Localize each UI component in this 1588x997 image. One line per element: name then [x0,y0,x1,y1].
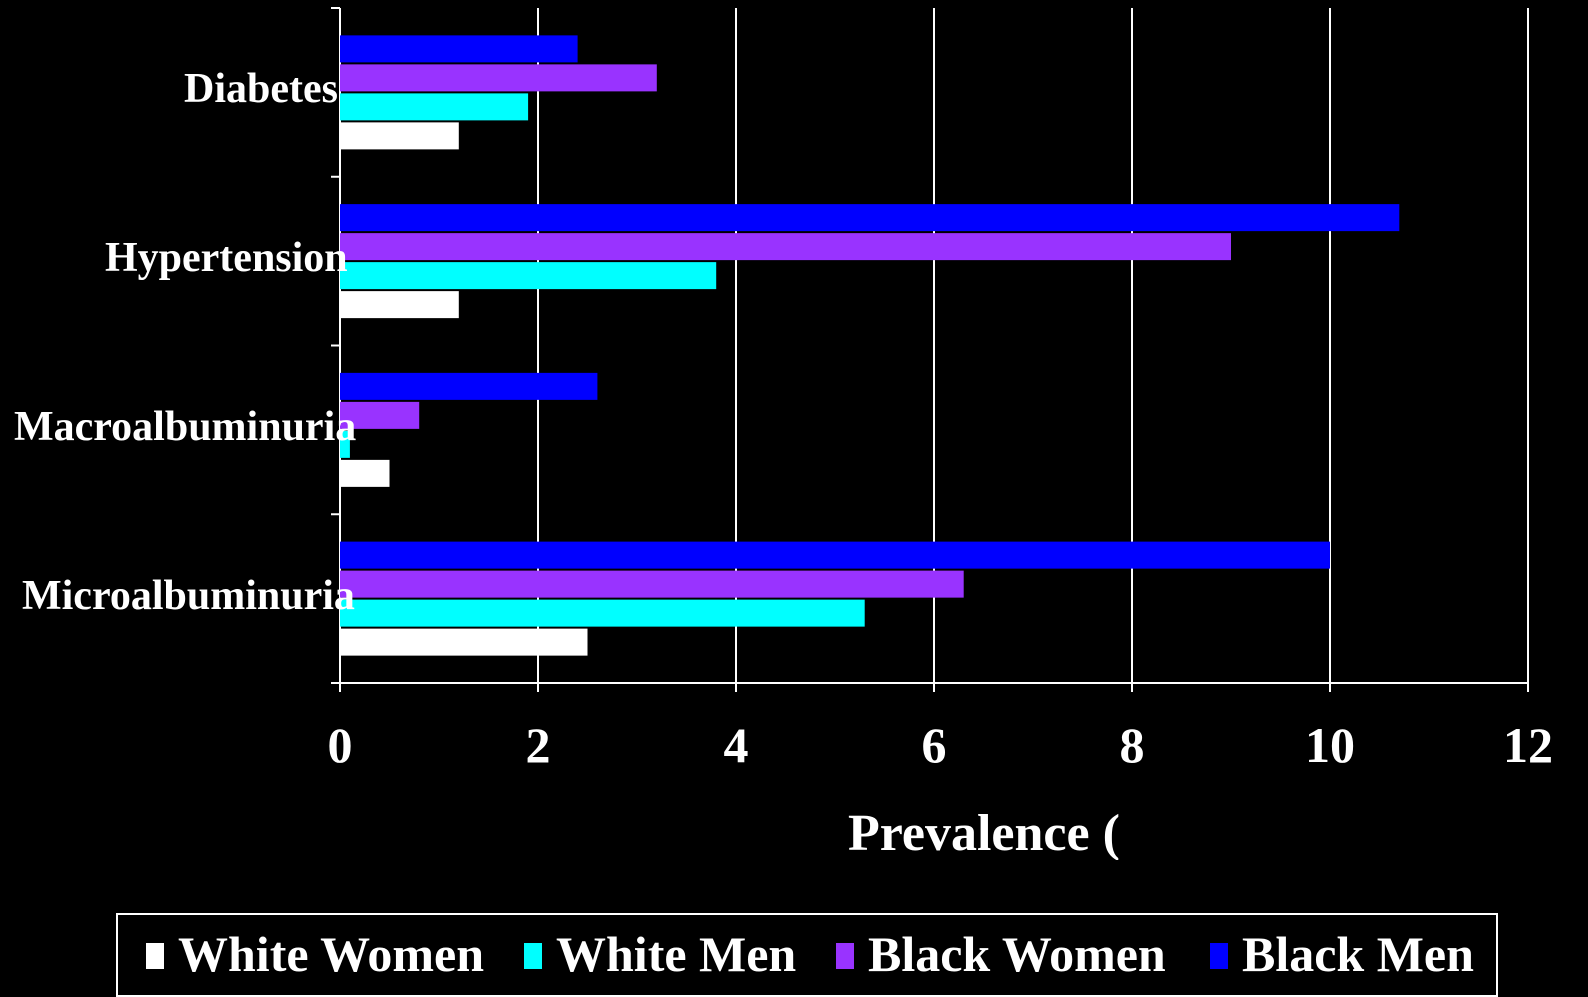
legend-label: White Women [178,926,485,982]
legend-item: Black Men [1182,915,1496,995]
category-label: Hypertension [105,235,348,282]
bar [340,459,390,487]
bar [340,570,964,598]
x-tick-label: 8 [1119,717,1145,773]
legend-item: White Men [496,915,808,995]
legend: White Women White Men Black Women Black Men [116,913,1498,997]
legend-swatch [836,943,854,969]
legend-swatch [1210,943,1228,969]
bar [340,93,529,121]
category-label: Microalbuminuria [22,572,355,619]
x-tick-label: 12 [1503,717,1553,773]
x-tick-label: 0 [327,717,353,773]
legend-swatch [524,943,542,969]
bar [340,628,588,656]
bar [340,430,350,458]
legend-item: Black Women [808,915,1182,995]
legend-label: Black Men [1242,926,1474,982]
bar [340,372,598,400]
x-tick-label: 6 [921,717,947,773]
x-tick-label: 2 [525,717,551,773]
bar [340,233,1231,261]
legend-label: White Men [556,926,797,982]
bar [340,64,657,92]
bar [340,541,1330,569]
legend-label: Black Women [868,926,1166,982]
category-label: Diabetes [184,66,338,113]
bar [340,262,717,290]
bar [340,122,459,150]
legend-item: White Women [118,915,496,995]
x-tick-label: 4 [723,717,749,773]
x-axis-title: Prevalence ( [848,808,1120,860]
x-tick-label: 10 [1305,717,1355,773]
bar [340,291,459,319]
bar [340,35,578,63]
bar [340,401,420,429]
category-label: Macroalbuminuria [14,403,357,450]
legend-swatch [146,943,164,969]
bar [340,599,865,627]
bar [340,204,1400,232]
